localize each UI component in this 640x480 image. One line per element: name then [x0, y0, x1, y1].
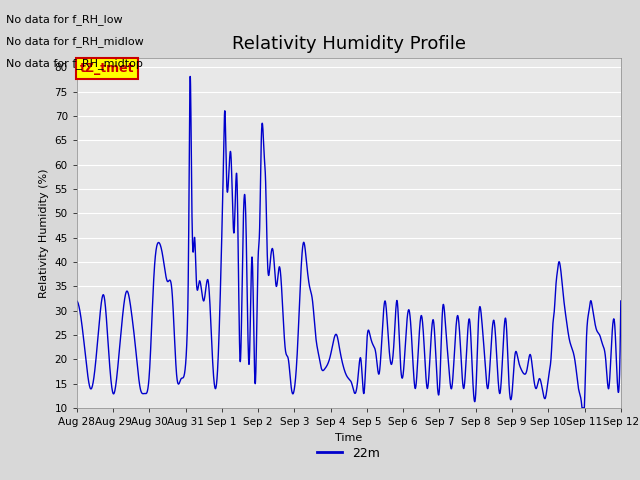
Text: No data for f_RH_midtop: No data for f_RH_midtop [6, 58, 143, 69]
Text: No data for f_RH_low: No data for f_RH_low [6, 14, 123, 25]
Legend: 22m: 22m [312, 442, 385, 465]
X-axis label: Time: Time [335, 432, 362, 443]
Text: tZ_tmet: tZ_tmet [80, 62, 134, 75]
Title: Relativity Humidity Profile: Relativity Humidity Profile [232, 35, 466, 53]
Text: No data for f_RH_midlow: No data for f_RH_midlow [6, 36, 144, 47]
Y-axis label: Relativity Humidity (%): Relativity Humidity (%) [39, 168, 49, 298]
